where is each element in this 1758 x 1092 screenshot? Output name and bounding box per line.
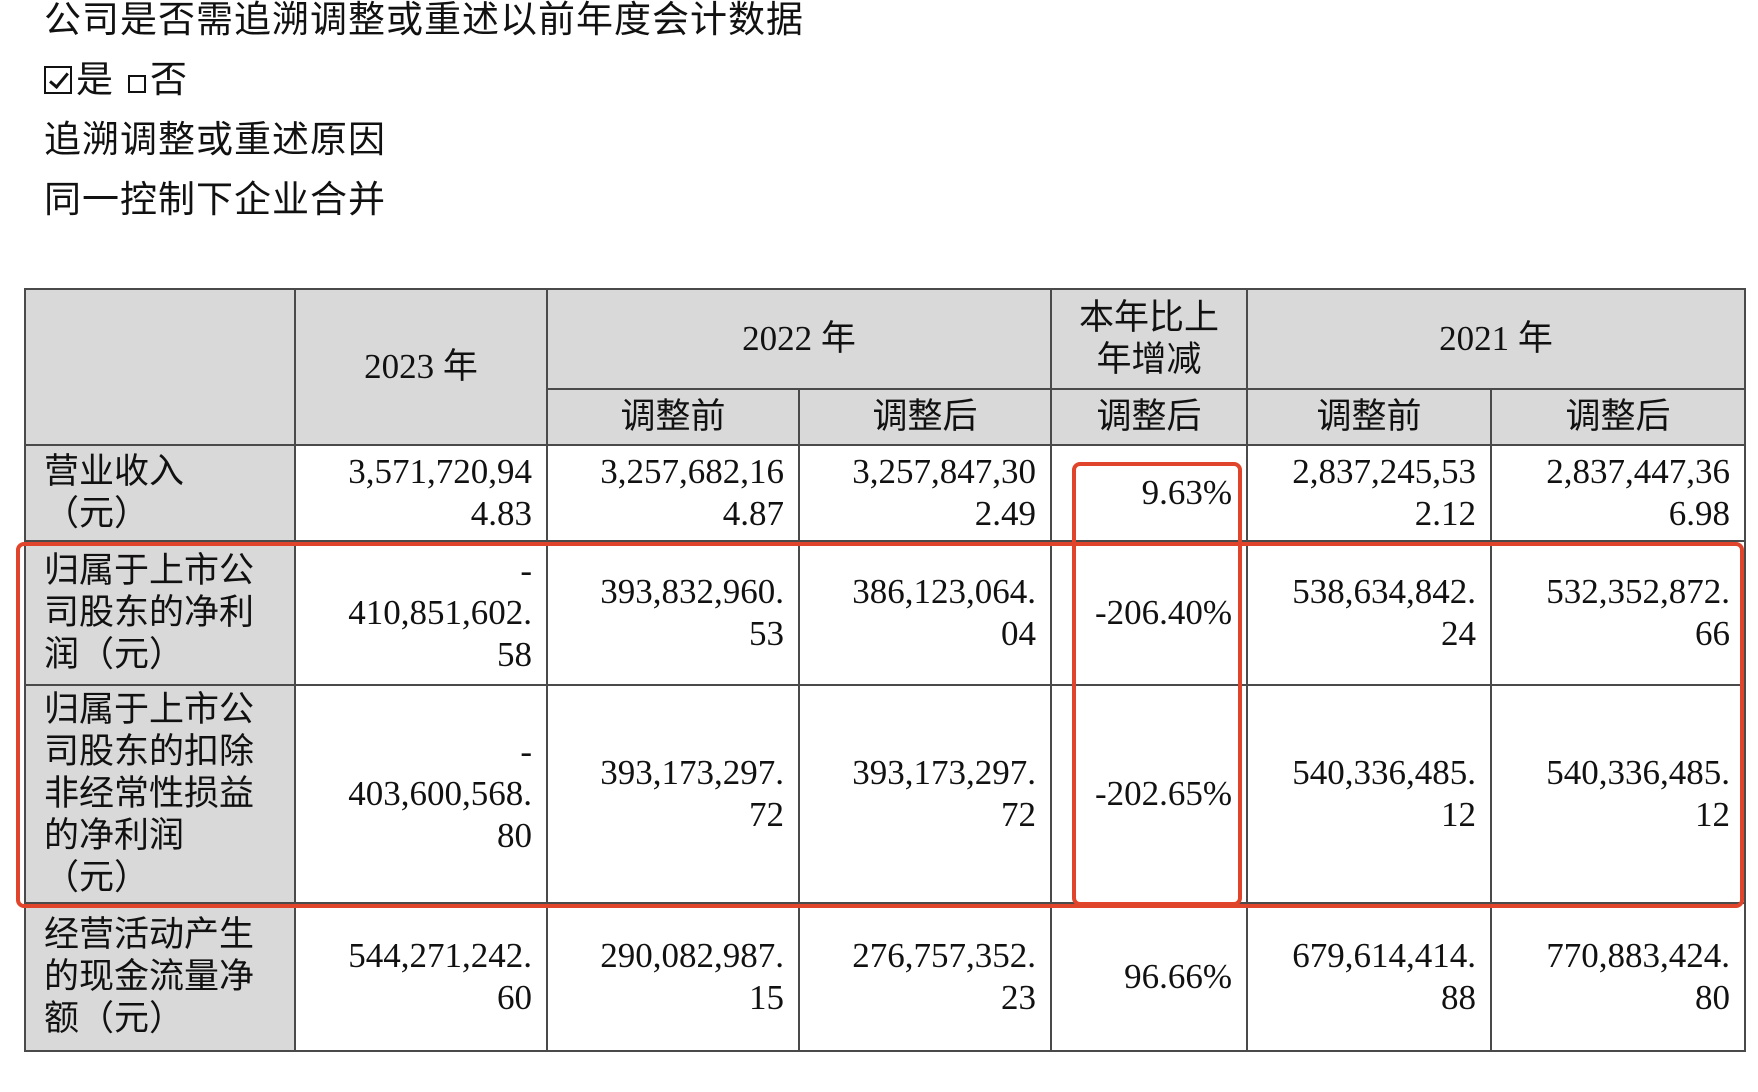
header-2021-after: 调整后 bbox=[1490, 388, 1747, 446]
table-row: 经营活动产生 的现金流量净 额（元） 544,271,242. 60 290,0… bbox=[24, 902, 1747, 1052]
cell-2021-after: 540,336,485. 12 bbox=[1490, 684, 1747, 904]
table-row: 归属于上市公 司股东的扣除 非经常性损益 的净利润 （元） - 403,600,… bbox=[24, 684, 1747, 904]
intro-section: 公司是否需追溯调整或重述以前年度会计数据 是 否 追溯调整或重述原因 同一控制下… bbox=[44, 0, 804, 230]
header-year-2021: 2021 年 bbox=[1246, 288, 1747, 390]
row-label-revenue: 营业收入 （元） bbox=[24, 444, 296, 542]
cell-2021-before: 679,614,414. 88 bbox=[1246, 902, 1493, 1052]
row-label-deducted-net-profit: 归属于上市公 司股东的扣除 非经常性损益 的净利润 （元） bbox=[24, 684, 296, 904]
cell-2022-after: 386,123,064. 04 bbox=[797, 540, 1053, 686]
reason-heading: 追溯调整或重述原因 bbox=[44, 118, 386, 161]
cell-2023: - 403,600,568. 80 bbox=[294, 684, 548, 904]
table-row: 归属于上市公 司股东的净利 润（元） - 410,851,602. 58 393… bbox=[24, 540, 1747, 686]
cell-change: -206.40% bbox=[1050, 540, 1249, 686]
financial-data-table: 2023 年 2022 年 本年比上 年增减 2021 年 调整前 调整后 调整… bbox=[24, 288, 1747, 1052]
header-corner bbox=[24, 288, 296, 446]
cell-2022-after: 276,757,352. 23 bbox=[797, 902, 1053, 1052]
cell-2023: 544,271,242. 60 bbox=[294, 902, 548, 1052]
empty-checkbox-icon bbox=[128, 75, 146, 93]
header-2021-before: 调整前 bbox=[1246, 388, 1493, 446]
restatement-question: 公司是否需追溯调整或重述以前年度会计数据 bbox=[44, 0, 804, 41]
header-2022-before: 调整前 bbox=[546, 388, 800, 446]
row-label-net-profit: 归属于上市公 司股东的净利 润（元） bbox=[24, 540, 296, 686]
checked-checkbox-icon bbox=[44, 66, 72, 94]
row-label-operating-cash-flow: 经营活动产生 的现金流量净 额（元） bbox=[24, 902, 296, 1052]
cell-2021-before: 2,837,245,53 2.12 bbox=[1246, 444, 1493, 542]
yes-no-options: 是 否 bbox=[44, 50, 804, 110]
cell-2022-after: 393,173,297. 72 bbox=[797, 684, 1053, 904]
cell-2022-before: 393,173,297. 72 bbox=[546, 684, 800, 904]
cell-2023: - 410,851,602. 58 bbox=[294, 540, 548, 686]
header-year-2023: 2023 年 bbox=[294, 288, 548, 446]
cell-2022-before: 290,082,987. 15 bbox=[546, 902, 800, 1052]
cell-2022-before: 3,257,682,16 4.87 bbox=[546, 444, 800, 542]
cell-2022-before: 393,832,960. 53 bbox=[546, 540, 800, 686]
cell-change: -202.65% bbox=[1050, 684, 1249, 904]
cell-2023: 3,571,720,94 4.83 bbox=[294, 444, 548, 542]
header-change: 本年比上 年增减 bbox=[1050, 288, 1249, 390]
header-year-2022: 2022 年 bbox=[545, 288, 1053, 390]
cell-2021-before: 538,634,842. 24 bbox=[1246, 540, 1493, 686]
header-row-years: 2023 年 2022 年 本年比上 年增减 2021 年 bbox=[24, 288, 1747, 446]
cell-2021-after: 770,883,424. 80 bbox=[1490, 902, 1747, 1052]
cell-change: 9.63% bbox=[1050, 444, 1249, 542]
cell-2021-after: 532,352,872. 66 bbox=[1490, 540, 1747, 686]
cell-change: 96.66% bbox=[1050, 902, 1249, 1052]
table-row: 营业收入 （元） 3,571,720,94 4.83 3,257,682,16 … bbox=[24, 444, 1747, 542]
no-label: 否 bbox=[150, 58, 188, 101]
cell-2021-after: 2,837,447,36 6.98 bbox=[1490, 444, 1747, 542]
cell-2021-before: 540,336,485. 12 bbox=[1246, 684, 1493, 904]
yes-label: 是 bbox=[76, 58, 114, 101]
reason-text: 同一控制下企业合并 bbox=[44, 178, 386, 221]
header-2022-after: 调整后 bbox=[797, 388, 1053, 446]
header-row-adjustments: 调整前 调整后 调整后 调整前 调整后 bbox=[25, 388, 1747, 446]
header-change-after: 调整后 bbox=[1050, 388, 1249, 446]
cell-2022-after: 3,257,847,30 2.49 bbox=[797, 444, 1053, 542]
